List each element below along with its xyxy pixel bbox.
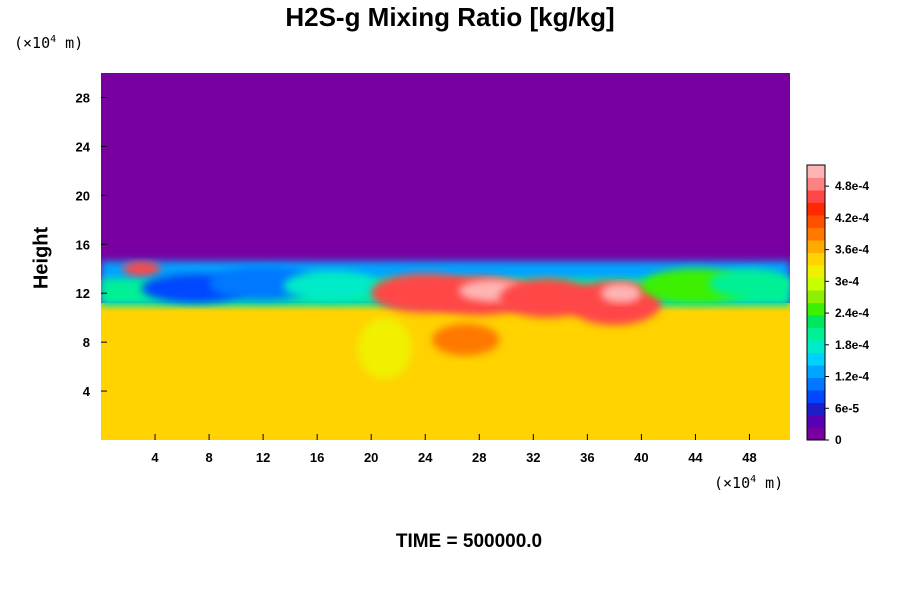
x-axis: 4 8 12 16 20 24 28 32 36 40 44 48 xyxy=(151,434,757,465)
colorbar-segment xyxy=(807,202,825,216)
colorbar-segment xyxy=(807,215,825,228)
colorbar-tick-label: 2.4e-4 xyxy=(835,306,869,320)
y-tick-label: 12 xyxy=(76,286,90,301)
heatmap-feature xyxy=(122,261,161,277)
colorbar-tick-label: 0 xyxy=(835,433,842,447)
colorbar: 0 6e-5 1.2e-4 1.8e-4 2.4e-4 3e-4 3.6e-4 4.2e-4 4… xyxy=(806,164,869,447)
colorbar-segment xyxy=(807,165,825,178)
x-tick-label: 44 xyxy=(688,450,703,465)
y-tick-label: 16 xyxy=(76,237,90,252)
heatmap-field xyxy=(101,261,790,440)
colorbar-segment xyxy=(807,190,825,203)
colorbar-tick-label: 6e-5 xyxy=(835,401,859,415)
colorbar-tick-label: 4.2e-4 xyxy=(835,211,869,225)
colorbar-segment xyxy=(807,415,825,428)
colorbar-segment xyxy=(807,352,825,366)
y-tick-label: 24 xyxy=(76,139,91,154)
colorbar-tick-label: 1.2e-4 xyxy=(835,370,869,384)
heatmap-feature xyxy=(357,317,412,379)
x-tick-label: 24 xyxy=(418,450,433,465)
colorbar-segment xyxy=(807,252,825,266)
x-axis-unit: (×104 m) xyxy=(714,474,784,492)
colorbar-segment xyxy=(807,290,825,303)
x-tick-label: 36 xyxy=(580,450,594,465)
y-tick-label: 28 xyxy=(76,90,90,105)
heatmap-feature xyxy=(708,268,790,299)
heatmap-feature xyxy=(431,323,500,356)
colorbar-segment xyxy=(807,402,825,416)
colorbar-segment xyxy=(807,277,825,291)
x-tick-label: 4 xyxy=(151,450,159,465)
colorbar-segment xyxy=(807,377,825,391)
chart-title: H2S-g Mixing Ratio [kg/kg] xyxy=(285,2,615,32)
colorbar-segment xyxy=(807,315,825,328)
x-tick-label: 12 xyxy=(256,450,270,465)
x-tick-label: 20 xyxy=(364,450,378,465)
colorbar-segment xyxy=(807,227,825,241)
heatmap-feature xyxy=(600,283,642,303)
colorbar-segment xyxy=(807,340,825,353)
colorbar-tick-label: 1.8e-4 xyxy=(835,338,869,352)
y-tick-label: 20 xyxy=(76,188,90,203)
colorbar-tick-label: 4.8e-4 xyxy=(835,179,869,193)
colorbar-segment xyxy=(807,177,825,191)
x-tick-label: 8 xyxy=(205,450,212,465)
colorbar-segment xyxy=(807,365,825,378)
heatmap-feature xyxy=(283,271,378,301)
colorbar-segment xyxy=(807,302,825,316)
colorbar-segment xyxy=(807,240,825,253)
y-tick-label: 8 xyxy=(83,335,90,350)
x-tick-label: 40 xyxy=(634,450,648,465)
lower-layer xyxy=(101,302,790,440)
y-axis: 4 8 12 16 20 24 28 xyxy=(76,90,107,399)
colorbar-segment xyxy=(807,265,825,278)
colorbar-segment xyxy=(807,390,825,403)
x-tick-label: 28 xyxy=(472,450,486,465)
time-annotation: TIME = 500000.0 xyxy=(395,531,543,552)
x-tick-label: 48 xyxy=(742,450,756,465)
colorbar-segment xyxy=(807,327,825,341)
y-tick-label: 4 xyxy=(83,384,91,399)
colorbar-tick-label: 3e-4 xyxy=(835,274,859,288)
x-tick-label: 16 xyxy=(310,450,324,465)
x-tick-label: 32 xyxy=(526,450,540,465)
colorbar-tick-label: 3.6e-4 xyxy=(835,243,869,257)
colorbar-frame xyxy=(806,164,826,441)
colorbar-segment xyxy=(807,427,825,441)
y-axis-unit: (×104 m) xyxy=(14,34,84,52)
